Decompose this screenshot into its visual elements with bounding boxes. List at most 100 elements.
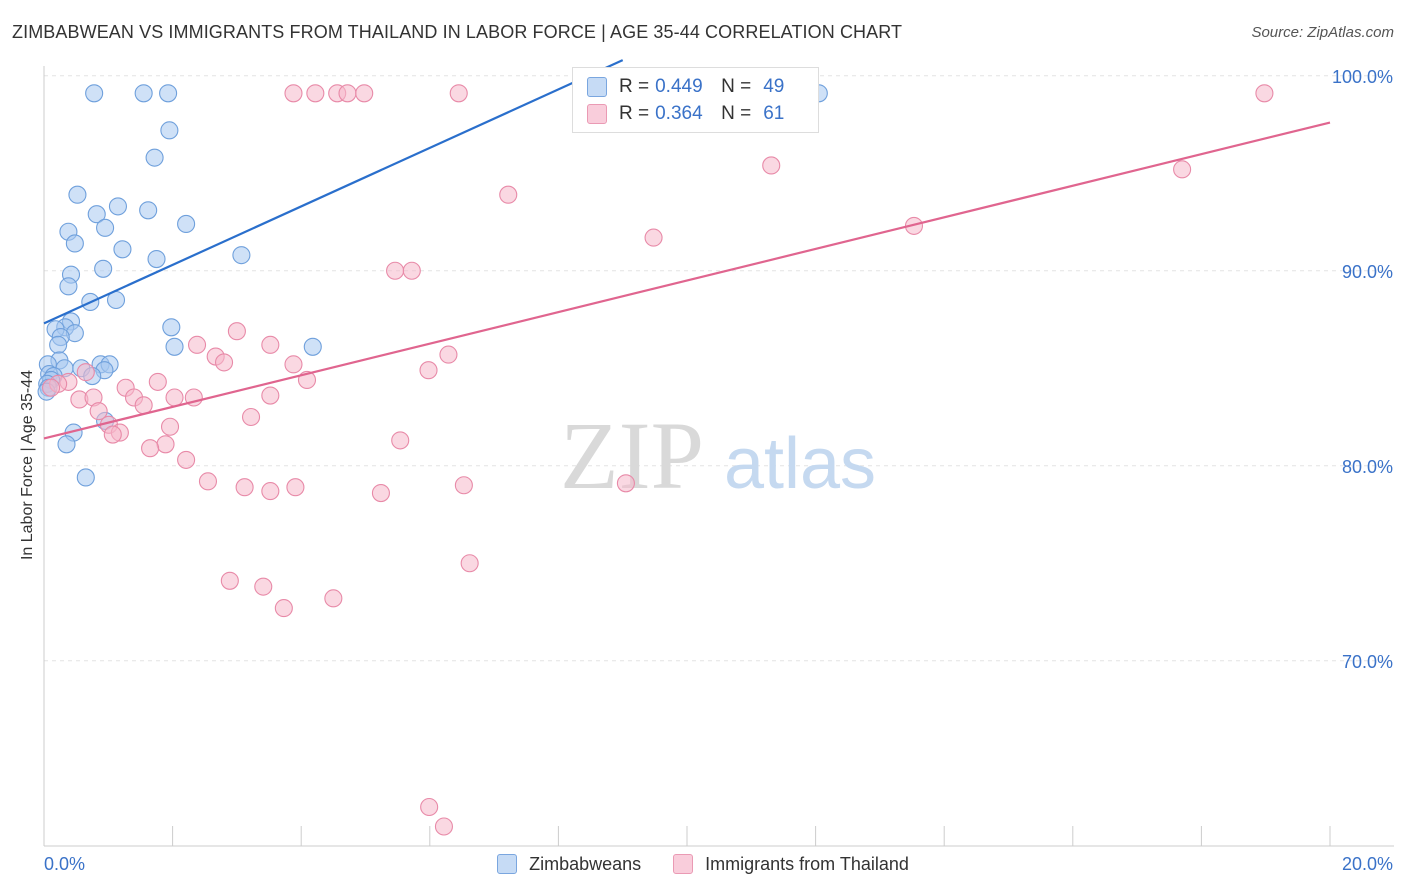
thailand-point-49 xyxy=(235,478,254,497)
thailand-point-23 xyxy=(76,363,95,382)
thailand-point-46 xyxy=(177,450,196,469)
legend-item-zimbabweans[interactable]: Zimbabweans xyxy=(497,854,641,875)
n-label: N = xyxy=(721,76,752,97)
zimbabweans-point-2 xyxy=(159,84,178,103)
zimbabweans-point-19 xyxy=(59,277,78,296)
thailand-point-54 xyxy=(460,554,479,573)
thailand-point-43 xyxy=(103,425,122,444)
thailand-point-25 xyxy=(148,372,167,391)
zimbabweans-point-1 xyxy=(134,84,153,103)
thailand-trend-line xyxy=(43,121,1331,440)
y-tick-label-1: 90.0% xyxy=(1342,262,1393,282)
thailand-point-37 xyxy=(89,402,108,421)
tick-labels: 100.0% 90.0% 80.0% 70.0% 0.0% 20.0% xyxy=(44,67,1393,874)
thailand-point-18 xyxy=(439,345,458,364)
data-points xyxy=(37,84,1274,836)
thailand-point-36 xyxy=(134,396,153,415)
r-label: R = xyxy=(619,103,650,124)
thailand-point-17 xyxy=(261,335,280,354)
thailand-point-51 xyxy=(261,482,280,501)
axes xyxy=(43,66,1394,847)
chart-title: ZIMBABWEAN VS IMMIGRANTS FROM THAILAND I… xyxy=(12,22,903,42)
thailand-point-50 xyxy=(286,478,305,497)
thailand-point-31 xyxy=(165,388,184,407)
thailand-point-3 xyxy=(338,84,357,103)
y-tick-label-2: 80.0% xyxy=(1342,457,1393,477)
thailand-swatch xyxy=(673,854,694,874)
thailand-point-52 xyxy=(454,476,473,495)
thailand-point-15 xyxy=(227,322,246,341)
zimbabweans-point-9 xyxy=(87,205,106,224)
r-label: R = xyxy=(619,76,650,97)
thailand-point-40 xyxy=(160,417,180,436)
zimbabweans-point-11 xyxy=(96,218,115,237)
thailand-point-47 xyxy=(198,472,218,491)
zimbabweans-point-48 xyxy=(76,468,95,487)
y-tick-label-0: 100.0% xyxy=(1332,67,1393,87)
zimbabweans-point-7 xyxy=(108,197,127,216)
thailand-point-59 xyxy=(420,797,439,817)
thailand-point-28 xyxy=(42,378,61,397)
watermark-zip: ZIP xyxy=(560,402,704,509)
zimbabweans-point-28 xyxy=(165,337,184,356)
grid-lines xyxy=(44,75,1394,662)
thailand-point-21 xyxy=(284,355,303,374)
trend-lines xyxy=(43,59,1331,440)
thailand-point-60 xyxy=(434,817,453,836)
zimbabweans-swatch xyxy=(497,854,518,874)
thailand-point-10 xyxy=(499,185,518,204)
zimbabweans-point-26 xyxy=(162,318,181,337)
thailand-point-12 xyxy=(644,228,663,247)
thailand-point-45 xyxy=(141,439,160,458)
thailand-point-41 xyxy=(391,431,410,450)
zimbabweans-point-13 xyxy=(65,234,84,253)
thailand-point-44 xyxy=(156,435,175,454)
thailand-point-8 xyxy=(762,156,781,175)
y-tick-label-3: 70.0% xyxy=(1342,652,1393,672)
thailand-point-38 xyxy=(241,407,261,427)
zimbabweans-swatch xyxy=(587,77,607,97)
zimbabweans-point-17 xyxy=(94,259,113,278)
thailand-point-13 xyxy=(386,261,405,280)
zimbabweans-point-16 xyxy=(232,246,251,265)
zimbabweans-point-30 xyxy=(49,335,68,354)
zimbabweans-point-8 xyxy=(139,201,158,220)
x-tick-label-0: 0.0% xyxy=(44,854,85,874)
r-value: 0.364 xyxy=(655,103,703,124)
thailand-point-55 xyxy=(220,571,239,590)
zimbabweans-point-14 xyxy=(113,240,132,259)
zimbabweans-point-15 xyxy=(147,249,166,269)
thailand-point-56 xyxy=(254,577,273,596)
thailand-point-30 xyxy=(261,386,280,405)
thailand-point-4 xyxy=(355,84,374,103)
legend-label-thailand: Immigrants from Thailand xyxy=(705,853,909,874)
thailand-point-57 xyxy=(324,589,343,608)
thailand-point-48 xyxy=(616,474,635,493)
thailand-point-20 xyxy=(214,353,234,372)
thailand-point-16 xyxy=(187,335,207,354)
r-value: 0.449 xyxy=(655,76,703,97)
thailand-swatch xyxy=(587,104,607,124)
thailand-point-1 xyxy=(306,84,325,103)
zimbabweans-point-4 xyxy=(160,121,179,140)
thailand-point-14 xyxy=(402,261,421,280)
source-label: Source: ZipAtlas.com xyxy=(1251,24,1394,41)
zimbabweans-point-6 xyxy=(68,185,87,204)
legend-item-thailand[interactable]: Immigrants from Thailand xyxy=(673,854,909,875)
zimbabweans-point-29 xyxy=(303,337,322,356)
thailand-point-9 xyxy=(1173,160,1192,179)
stats-row-zimbabweans: R = 0.449 N = 49 xyxy=(587,74,784,100)
thailand-point-5 xyxy=(449,84,468,103)
thailand-point-53 xyxy=(371,483,390,503)
zimbabweans-point-10 xyxy=(177,214,196,233)
n-value: 61 xyxy=(763,103,785,124)
stats-legend: R = 0.449 N = 49 R = 0.364 N = 61 xyxy=(572,67,819,133)
x-tick-label-1: 20.0% xyxy=(1342,854,1393,874)
zimbabweans-trend-line xyxy=(43,59,624,325)
zimbabweans-point-47 xyxy=(57,435,76,454)
n-label: N = xyxy=(721,103,752,124)
zimbabweans-point-0 xyxy=(85,84,104,103)
thailand-point-58 xyxy=(274,599,293,618)
series-legend: Zimbabweans Immigrants from Thailand xyxy=(0,852,1406,876)
